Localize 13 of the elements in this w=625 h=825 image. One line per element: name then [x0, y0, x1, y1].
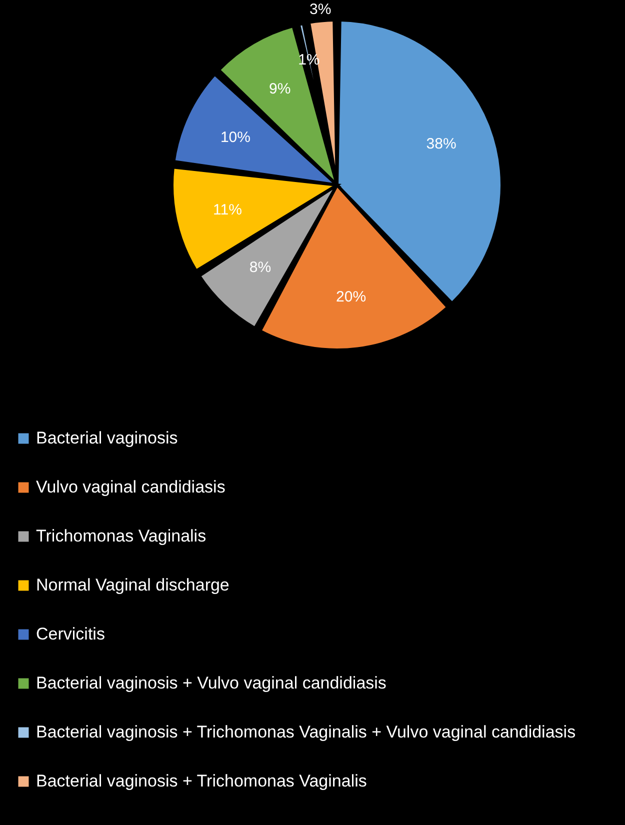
legend-label: Bacterial vaginosis + Vulvo vaginal candidiasis: [36, 674, 386, 692]
legend-label: Vulvo vaginal candidiasis: [36, 478, 226, 496]
legend-label: Bacterial vaginosis + Trichomonas Vaginalis: [36, 772, 367, 790]
data-label: 11%: [213, 201, 242, 218]
legend-label: Normal Vaginal discharge: [36, 576, 230, 594]
data-label: 38%: [426, 136, 456, 153]
legend-label: Bacterial vaginosis + Trichomonas Vaginalis + Vulvo vaginal candidiasis: [36, 722, 576, 742]
data-label: 20%: [336, 288, 366, 306]
legend-label: Bacterial vaginosis: [36, 428, 178, 448]
data-label: 3%: [310, 0, 332, 18]
data-label: 8%: [249, 258, 272, 276]
legend-label: Trichomonas Vaginalis: [36, 526, 206, 546]
legend-label: Cervicitis: [36, 624, 105, 644]
